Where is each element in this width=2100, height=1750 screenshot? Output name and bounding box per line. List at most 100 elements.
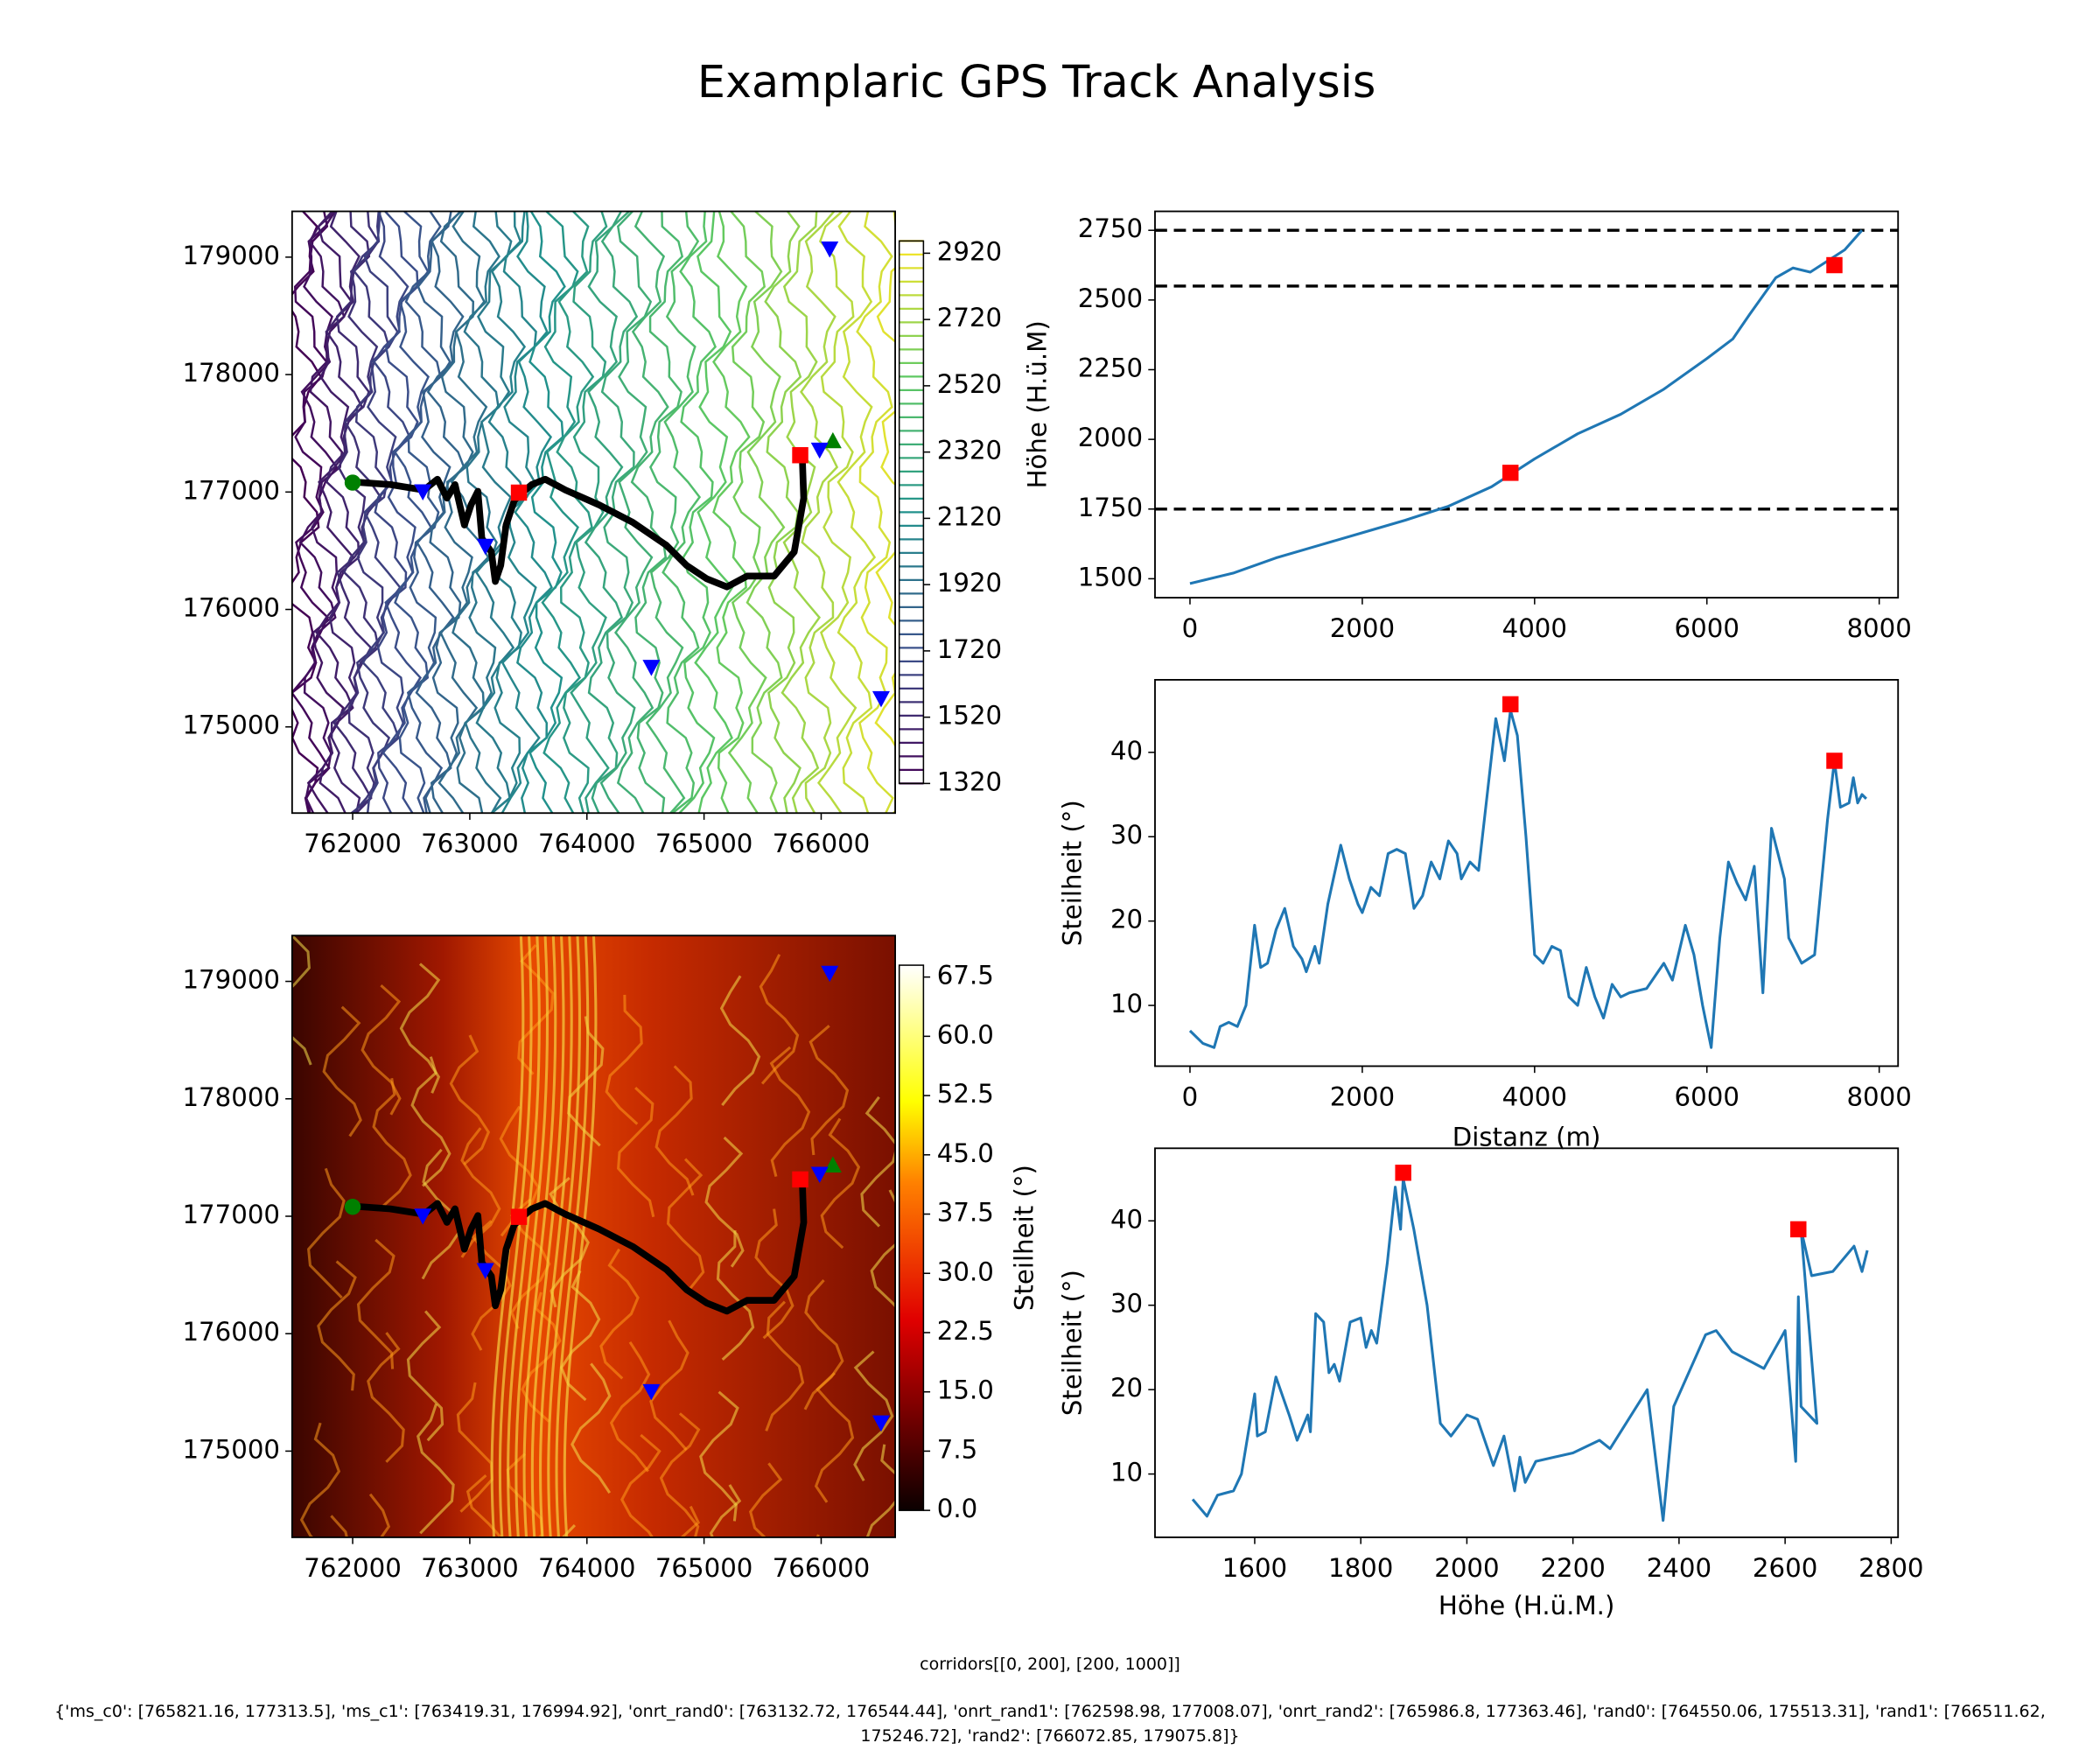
y-tick-label: 2000 bbox=[1078, 423, 1143, 452]
x-tick-label: 8000 bbox=[1846, 613, 1911, 643]
colorbar-tick-label: 1520 bbox=[937, 701, 1002, 731]
point-marker bbox=[642, 1383, 661, 1401]
x-tick-label: 2800 bbox=[1858, 1553, 1923, 1583]
x-tick-label: 765000 bbox=[655, 829, 753, 858]
slope-streak bbox=[522, 935, 557, 1537]
x-tick-label: 762000 bbox=[304, 829, 402, 858]
slope-streak bbox=[317, 1260, 357, 1391]
map-background bbox=[291, 935, 896, 1537]
contour-line bbox=[613, 211, 654, 814]
point-marker bbox=[810, 1166, 829, 1183]
x-tick-label: 765000 bbox=[655, 1553, 753, 1583]
x-tick-label: 2200 bbox=[1540, 1553, 1605, 1583]
x-tick-label: 6000 bbox=[1675, 1082, 1740, 1111]
contour-line bbox=[630, 211, 669, 814]
colorbar-tick-label: 7.5 bbox=[937, 1434, 977, 1464]
y-tick-label: 20 bbox=[1110, 1373, 1143, 1403]
slope-streak bbox=[559, 1270, 601, 1402]
slope-streak bbox=[654, 1065, 695, 1196]
colorbar-gradient bbox=[899, 965, 924, 1511]
slope-streak bbox=[555, 935, 590, 1537]
chart-panel: 0 2000 4000 6000 8000 10 20 30 40 Steilheit (°) Di… bbox=[1058, 679, 1912, 1152]
y-tick-label: 1750 bbox=[1078, 493, 1143, 522]
contour-line bbox=[514, 211, 553, 814]
contour-line bbox=[541, 211, 581, 814]
y-tick-label: 40 bbox=[1110, 1204, 1143, 1234]
slope-streak bbox=[666, 1158, 705, 1290]
x-tick-label: 2600 bbox=[1753, 1553, 1817, 1583]
slope-streak bbox=[620, 1433, 662, 1537]
point-marker bbox=[1826, 752, 1843, 769]
x-tick-label: 762000 bbox=[304, 1553, 402, 1583]
slope-streak bbox=[808, 1025, 850, 1156]
chart-panel: 762000 763000 764000 765000 766000 175000 1760… bbox=[182, 210, 1002, 858]
colorbar-tick-label: 22.5 bbox=[937, 1316, 994, 1346]
slope-streak bbox=[609, 1341, 651, 1473]
plot-area bbox=[1191, 1165, 1869, 1522]
contour-line bbox=[291, 211, 331, 814]
slope-streak bbox=[709, 1484, 742, 1537]
slope-streak bbox=[322, 1005, 362, 1138]
slope-streak bbox=[699, 1390, 739, 1522]
contour-line bbox=[694, 211, 734, 814]
slope-streak bbox=[410, 1056, 452, 1187]
slope-streak bbox=[449, 1034, 491, 1166]
contour-line bbox=[426, 211, 466, 814]
slope-streak bbox=[416, 1404, 455, 1535]
slope-streak bbox=[399, 962, 441, 1094]
colorbar-tick-label: 2120 bbox=[937, 501, 1002, 531]
plot-area bbox=[1188, 696, 1867, 1049]
plot-area bbox=[291, 935, 896, 1537]
slope-streak bbox=[605, 994, 643, 1125]
axes-frame bbox=[1154, 1147, 1900, 1538]
slope-streak bbox=[765, 1300, 805, 1432]
contour-line bbox=[556, 211, 595, 814]
point-marker bbox=[414, 1208, 432, 1225]
colorbar-tick-label: 1320 bbox=[937, 766, 1002, 796]
x-tick-label: 2000 bbox=[1330, 613, 1395, 643]
y-axis-label: Höhe (H.ü.M) bbox=[1023, 320, 1053, 488]
slope-streak bbox=[530, 935, 565, 1537]
map-background bbox=[291, 211, 896, 814]
contour-line bbox=[816, 211, 858, 814]
y-tick-label: 177000 bbox=[182, 475, 280, 505]
x-tick-label: 1600 bbox=[1222, 1553, 1287, 1583]
plot-area bbox=[1155, 228, 1899, 585]
axes-frame bbox=[290, 210, 896, 815]
slope-streak bbox=[716, 1230, 755, 1361]
x-axis-label: Distanz (m) bbox=[1452, 1123, 1601, 1152]
colorbar-tick-label: 60.0 bbox=[937, 1019, 994, 1049]
slope-streak bbox=[865, 1444, 896, 1537]
slope-streak bbox=[356, 1238, 396, 1369]
colorbar-tick-label: 1720 bbox=[937, 634, 1002, 664]
slope-streak bbox=[853, 1350, 894, 1482]
colorbar-frame bbox=[898, 964, 925, 1511]
x-tick-label: 2000 bbox=[1434, 1553, 1499, 1583]
figure-title: Examplaric GPS Track Analysis bbox=[697, 56, 1376, 108]
contour-line bbox=[780, 211, 822, 814]
x-tick-label: 1800 bbox=[1328, 1553, 1393, 1583]
slope-streak bbox=[563, 935, 598, 1537]
slope-streak bbox=[749, 1462, 783, 1537]
y-tick-label: 20 bbox=[1110, 905, 1143, 934]
y-tick-label: 10 bbox=[1110, 1458, 1143, 1488]
colorbar-frame bbox=[898, 240, 925, 785]
slope-streak bbox=[466, 1474, 503, 1537]
x-tick-label: 8000 bbox=[1846, 1082, 1911, 1111]
colorbar-tick-label: 1920 bbox=[937, 568, 1002, 598]
colorbar-tick-label: 30.0 bbox=[937, 1256, 994, 1286]
slope-streak bbox=[803, 1279, 844, 1410]
slope-streak bbox=[372, 1078, 412, 1209]
slope-streak bbox=[498, 935, 533, 1537]
point-marker bbox=[792, 446, 808, 464]
contour-line bbox=[315, 211, 355, 814]
slope-streak bbox=[649, 1320, 690, 1451]
x-tick-label: 766000 bbox=[773, 1553, 871, 1583]
contour-line bbox=[474, 211, 515, 814]
slope-streak bbox=[514, 935, 550, 1537]
x-tick-label: 766000 bbox=[773, 829, 871, 858]
slope-streak bbox=[406, 1310, 444, 1442]
slope-streak bbox=[870, 1189, 896, 1308]
point-marker bbox=[1502, 465, 1519, 481]
y-axis-label: Steilheit (°) bbox=[1058, 800, 1088, 946]
